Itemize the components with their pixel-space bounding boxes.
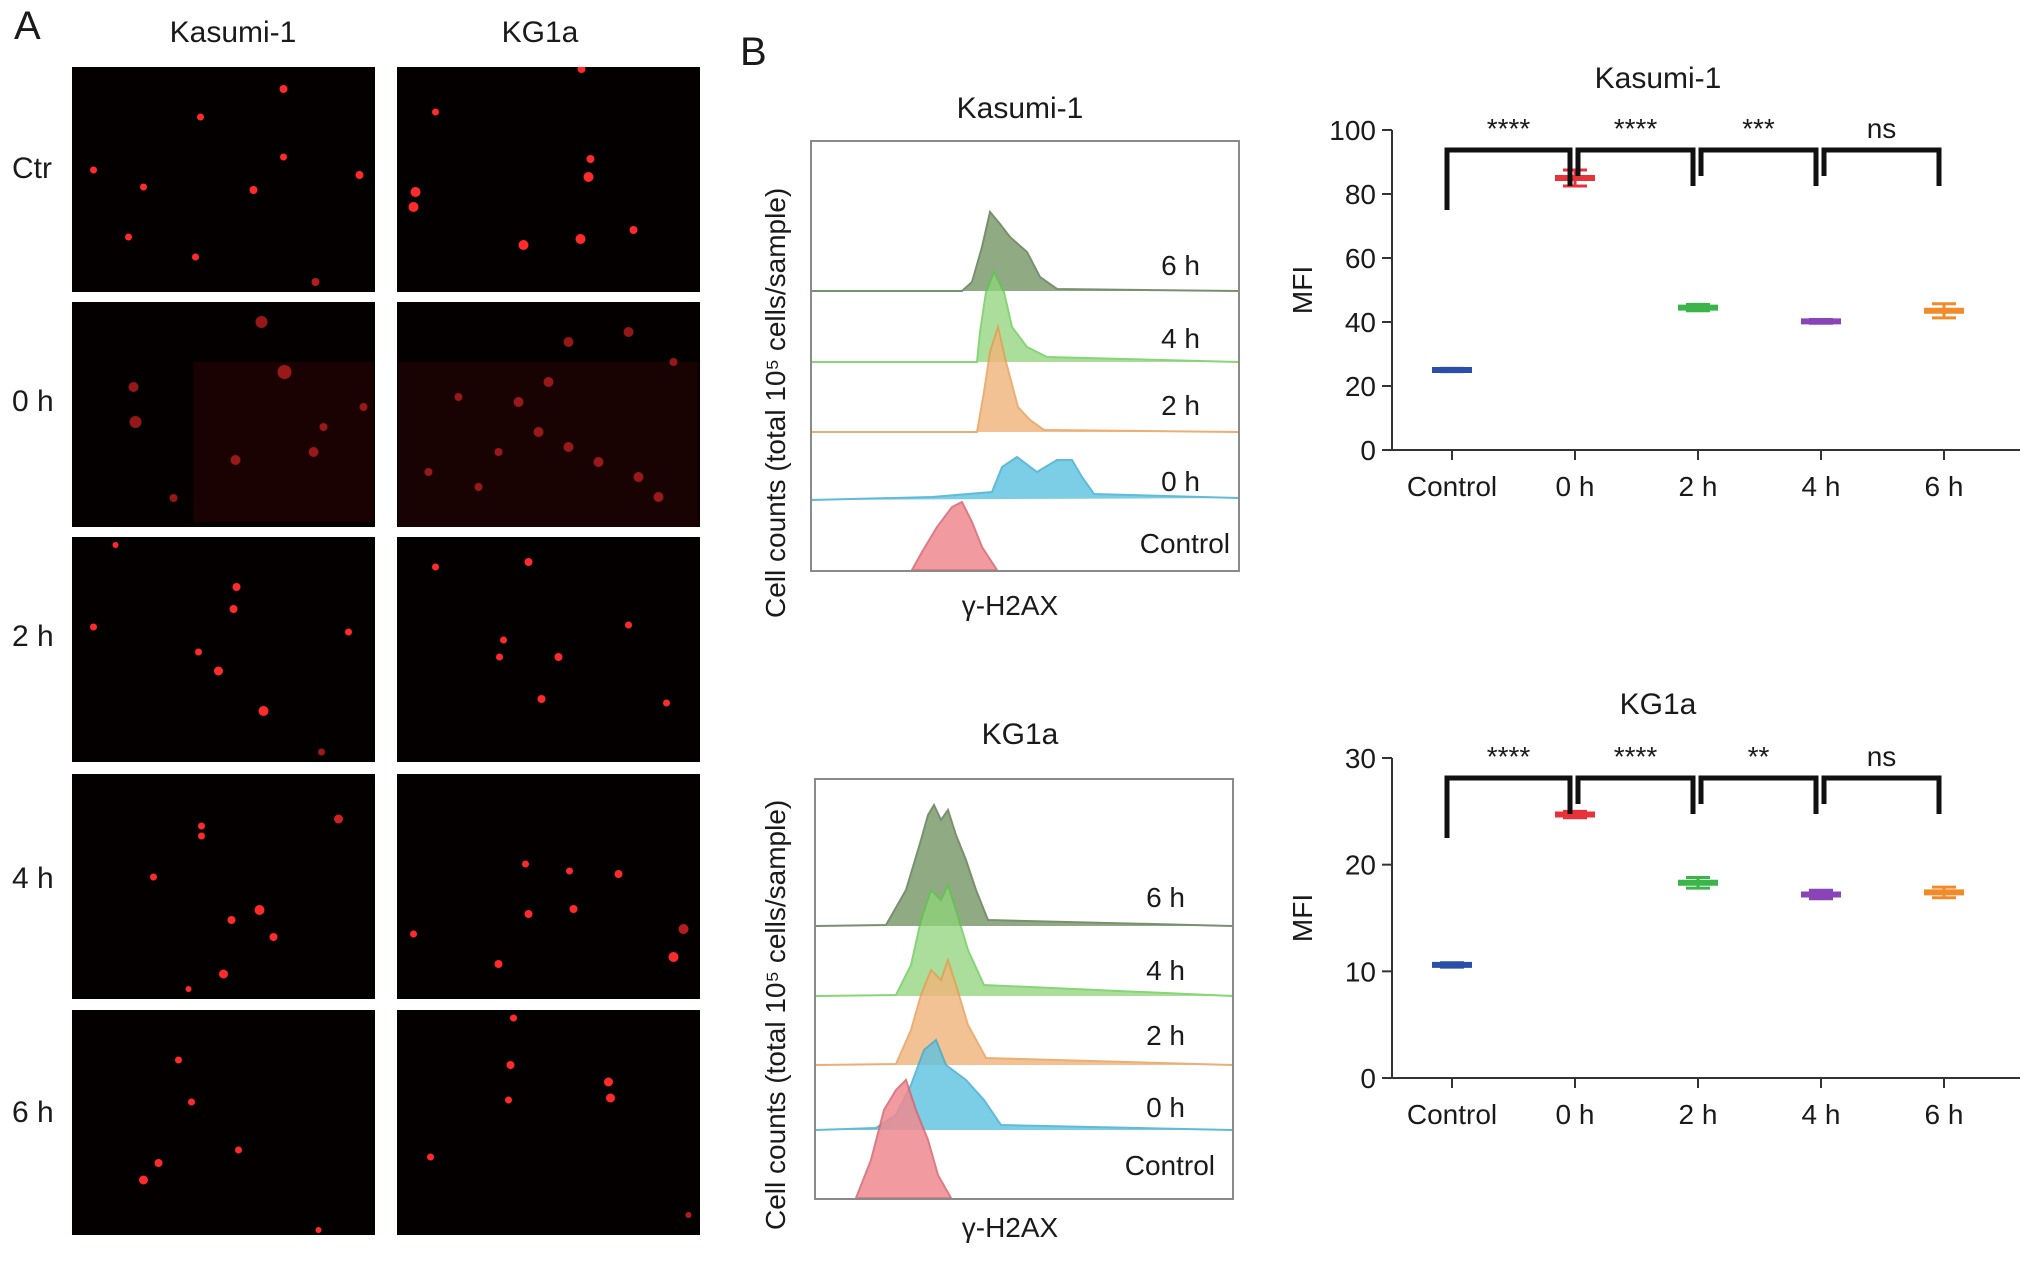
significance-bracket [1821, 147, 1942, 186]
significance-bracket [1698, 147, 1819, 186]
histogram-kg1a-plot [814, 778, 1234, 1200]
micro-kasumi1-4h [72, 774, 375, 999]
mfi-chart-kasumi1: Kasumi-1 0 20 40 60 80 100 MFI Control 0 h 2 h 4 h 6… [1287, 62, 2020, 502]
panel-b-letter: B [740, 30, 767, 74]
y-tick-label: 20 [1345, 850, 1376, 881]
micro-kg1a-4h [397, 774, 700, 999]
significance-label: ns [1867, 113, 1897, 144]
y-tick-label: 30 [1345, 743, 1376, 774]
micro-kg1a-0h [397, 302, 700, 527]
hist2-label-6h: 6 h [1146, 882, 1185, 913]
x-tick-label: 2 h [1679, 1099, 1718, 1130]
histogram-kg1a-title: KG1a [981, 718, 1059, 751]
hist2-label-0h: 0 h [1146, 1092, 1185, 1123]
y-tick-label: 80 [1345, 179, 1376, 210]
hist1-label-2h: 2 h [1161, 390, 1200, 421]
micro-kasumi1-6h [72, 1010, 375, 1235]
hist2-label-control: Control [1124, 1150, 1215, 1181]
histogram-kasumi1-ylabel: Cell counts (total 10⁵ cells/sample) [760, 187, 791, 618]
significance-bracket [1575, 775, 1696, 814]
y-tick-label: 0 [1360, 435, 1376, 466]
row-label-4h: 4 h [12, 862, 54, 895]
y-tick-label: 100 [1329, 115, 1376, 146]
hist1-label-0h: 0 h [1161, 466, 1200, 497]
y-tick-label: 60 [1345, 243, 1376, 274]
histogram-kasumi1-title: Kasumi-1 [956, 92, 1084, 125]
histogram-kasumi1-xlabel: γ-H2AX [961, 590, 1059, 621]
significance-label: *** [1742, 113, 1775, 144]
column-header-kg1a: KG1a [501, 16, 579, 49]
y-tick-label: 10 [1345, 956, 1376, 987]
significance-label: **** [1614, 113, 1658, 144]
y-axis-label: MFI [1287, 894, 1318, 942]
row-label-2h: 2 h [12, 620, 54, 653]
x-tick-label: 6 h [1925, 471, 1964, 502]
x-tick-label: 4 h [1802, 1099, 1841, 1130]
micro-kasumi1-2h [72, 537, 375, 762]
hist2-label-4h: 4 h [1146, 955, 1185, 986]
hist1-label-6h: 6 h [1161, 250, 1200, 281]
x-tick-label: 2 h [1679, 471, 1718, 502]
significance-bracket [1698, 775, 1819, 814]
micro-kg1a-2h [397, 537, 700, 762]
hist2-label-2h: 2 h [1146, 1020, 1185, 1051]
significance-bracket [1444, 775, 1573, 838]
micro-kg1a-ctr [397, 67, 700, 292]
x-tick-label: 4 h [1802, 471, 1841, 502]
y-axis-label: MFI [1287, 266, 1318, 314]
y-tick-label: 20 [1345, 371, 1376, 402]
x-tick-label: Control [1407, 471, 1497, 502]
significance-label: ns [1867, 741, 1897, 772]
hist1-label-control: Control [1139, 528, 1230, 559]
significance-label: **** [1487, 113, 1531, 144]
significance-bracket [1575, 147, 1696, 186]
micro-kasumi1-0h [72, 302, 375, 527]
significance-bracket [1444, 147, 1573, 210]
x-tick-label: 0 h [1556, 471, 1595, 502]
panel-a-letter: A [14, 4, 41, 48]
significance-bracket [1821, 775, 1942, 814]
micro-kasumi1-ctr [72, 67, 375, 292]
hist1-label-4h: 4 h [1161, 323, 1200, 354]
x-tick-label: 6 h [1925, 1099, 1964, 1130]
column-header-kasumi1: Kasumi-1 [169, 16, 297, 49]
micro-kg1a-6h [397, 1010, 700, 1235]
histogram-kg1a-ylabel: Cell counts (total 10⁵ cells/sample) [760, 799, 791, 1230]
row-label-0h: 0 h [12, 385, 54, 418]
significance-label: **** [1614, 741, 1658, 772]
x-tick-label: Control [1407, 1099, 1497, 1130]
y-tick-label: 0 [1360, 1063, 1376, 1094]
y-tick-label: 40 [1345, 307, 1376, 338]
chart-title: Kasumi-1 [1595, 62, 1722, 95]
histogram-kg1a-xlabel: γ-H2AX [961, 1212, 1059, 1243]
chart-title: KG1a [1620, 688, 1697, 721]
significance-label: ** [1748, 741, 1770, 772]
row-label-6h: 6 h [12, 1096, 54, 1129]
significance-label: **** [1487, 741, 1531, 772]
x-tick-label: 0 h [1556, 1099, 1595, 1130]
histogram-kasumi1-plot [810, 140, 1240, 572]
row-label-ctr: Ctr [12, 152, 52, 185]
